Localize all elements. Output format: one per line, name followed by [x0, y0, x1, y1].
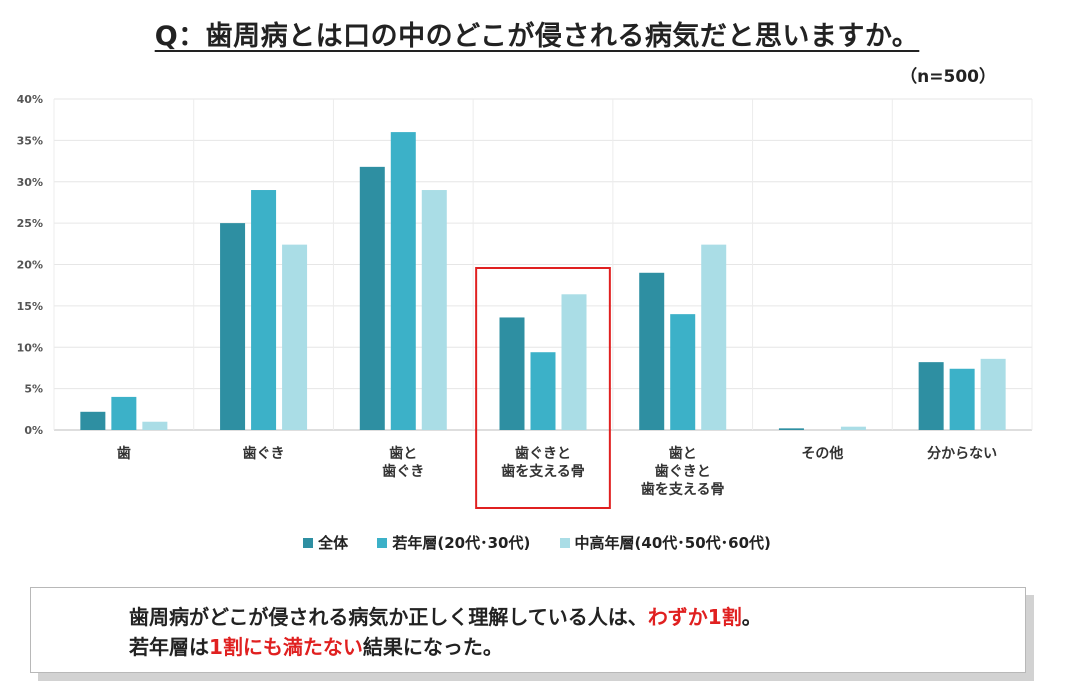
y-tick-label: 40% [17, 93, 43, 106]
bar-6-2 [980, 358, 1006, 430]
bar-4-0 [639, 272, 665, 430]
legend-label: 若年層(20代･30代) [392, 534, 531, 552]
chart-legend: 全体 若年層(20代･30代) 中高年層(40代･50代･60代) [0, 532, 1074, 553]
x-tick-label: 歯 [117, 445, 131, 462]
conclusion-highlight: 1割にも満たない [209, 635, 363, 659]
bar-3-2 [561, 294, 587, 430]
x-tick-label: 分からない [927, 446, 997, 462]
x-tick-label: 歯ぐき [243, 445, 285, 462]
legend-item-all: 全体 [303, 532, 348, 553]
bar-4-2 [701, 244, 727, 430]
bar-0-1 [111, 396, 137, 430]
y-tick-label: 20% [17, 259, 43, 272]
bar-0-2 [142, 421, 168, 430]
x-tick-label: 歯ぐきと [655, 463, 711, 480]
bar-0-0 [80, 411, 106, 430]
bar-3-0 [499, 317, 525, 430]
bar-2-2 [421, 190, 447, 430]
x-tick-label: 歯ぐきと [515, 445, 571, 462]
y-tick-label: 5% [24, 383, 43, 396]
x-tick-label: 歯を支える骨 [641, 481, 725, 498]
legend-swatch [559, 538, 570, 548]
legend-item-young: 若年層(20代･30代) [377, 532, 530, 553]
conclusion-line-1: 歯周病がどこが侵される病気か正しく理解している人は、わずか1割。 [129, 602, 1025, 632]
conclusion-box: 歯周病がどこが侵される病気か正しく理解している人は、わずか1割。 若年層は1割に… [30, 587, 1026, 673]
legend-swatch [377, 538, 388, 548]
chart-title-text: Q：歯周病とは口の中のどこが侵される病気だと思いますか。 [154, 21, 920, 52]
y-tick-label: 0% [24, 424, 43, 437]
bar-6-1 [949, 368, 975, 430]
bar-1-0 [220, 223, 246, 430]
y-tick-label: 15% [17, 300, 43, 313]
bar-5-2 [840, 426, 866, 430]
bar-2-1 [390, 132, 416, 430]
conclusion-line-2: 若年層は1割にも満たない結果になった。 [129, 632, 1025, 662]
conclusion-text: 歯周病がどこが侵される病気か正しく理解している人は、 [129, 605, 648, 629]
y-tick-label: 25% [17, 217, 43, 230]
bar-4-1 [670, 314, 696, 430]
bar-1-2 [282, 244, 308, 430]
y-tick-label: 10% [17, 341, 43, 354]
bar-chart: 0%5%10%15%20%25%30%35%40%歯 歯ぐき 歯と歯ぐき歯ぐきと歯を… [17, 93, 1033, 509]
x-tick-label: 歯と [389, 445, 417, 462]
chart-title: Q：歯周病とは口の中のどこが侵される病気だと思いますか。 [0, 14, 1074, 53]
legend-item-middle-aged: 中高年層(40代･50代･60代) [559, 532, 771, 553]
conclusion-text: 結果になった。 [362, 635, 503, 659]
x-tick-label: その他 [801, 445, 843, 462]
x-tick-label: 歯を支える骨 [501, 463, 585, 480]
y-tick-label: 30% [17, 176, 43, 189]
conclusion-text: 若年層は [129, 635, 209, 659]
bar-6-0 [918, 362, 944, 430]
x-tick-label: 歯ぐき [382, 463, 424, 480]
x-tick-label: 歯と [669, 445, 697, 462]
legend-label: 中高年層(40代･50代･60代) [574, 534, 771, 552]
bar-1-1 [251, 190, 277, 430]
legend-swatch [303, 538, 314, 548]
y-tick-label: 35% [17, 134, 43, 147]
bar-2-0 [359, 166, 385, 431]
highlight-box [475, 267, 611, 509]
conclusion-highlight: わずか1割 [647, 605, 742, 629]
bar-3-1 [530, 352, 556, 430]
sample-size-note: （n=500） [900, 67, 996, 87]
bar-5-0 [778, 428, 804, 430]
legend-label: 全体 [318, 534, 349, 552]
conclusion-text: 。 [741, 605, 762, 629]
